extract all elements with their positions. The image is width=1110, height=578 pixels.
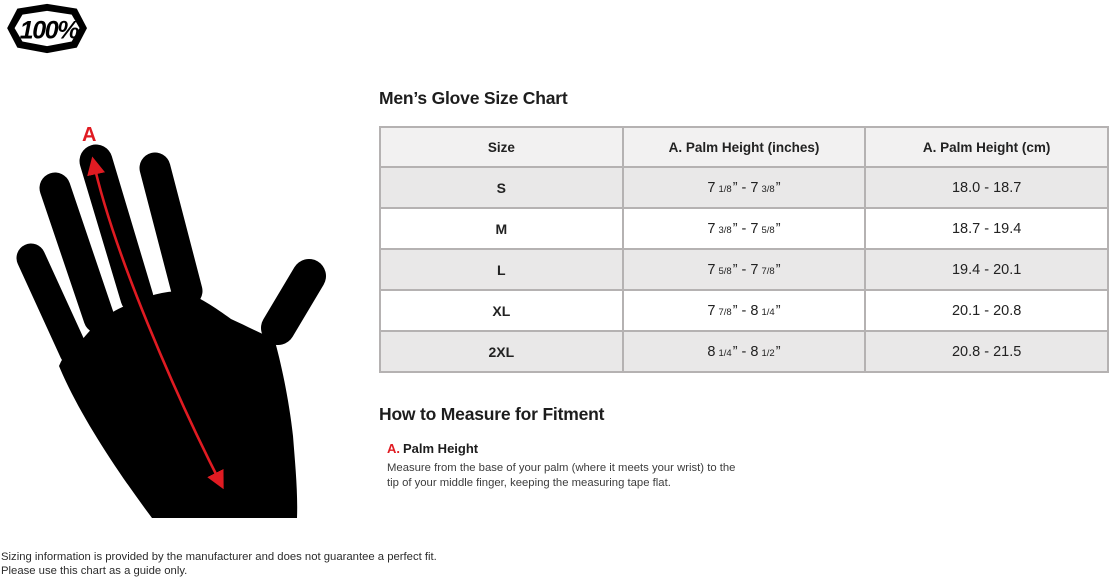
footer-disclaimer-line2: Please use this chart as a guide only. [1, 564, 188, 577]
table-row: 2XL 8 1/4” - 8 1/2” 20.8 - 21.5 [379, 330, 1109, 373]
palm-height-cm-cell: 20.8 - 21.5 [864, 330, 1109, 373]
brand-logo-text: 100% [20, 16, 80, 44]
measurement-arrow-a [87, 156, 224, 490]
column-header-palm-height-cm: A. Palm Height (cm) [864, 126, 1109, 168]
measure-item-description: Measure from the base of your palm (wher… [387, 462, 736, 489]
table-row: L 7 5/8” - 7 7/8” 19.4 - 20.1 [379, 248, 1109, 291]
table-row: S 7 1/8” - 7 3/8” 18.0 - 18.7 [379, 166, 1109, 209]
size-chart-body: S 7 1/8” - 7 3/8” 18.0 - 18.7 M 7 3/8” - 7 5/8” 1… [379, 166, 1109, 373]
palm-height-inches-cell: 7 3/8” - 7 5/8” [621, 207, 867, 250]
column-header-palm-height-inches: A. Palm Height (inches) [621, 126, 867, 168]
size-cell: XL [379, 289, 624, 332]
measurement-label-a: A [82, 124, 96, 146]
palm-height-inches-cell: 7 1/8” - 7 3/8” [621, 166, 867, 209]
measure-section-title: How to Measure for Fitment [379, 404, 605, 424]
palm-height-cm-cell: 18.0 - 18.7 [864, 166, 1109, 209]
palm-height-cm-cell: 18.7 - 19.4 [864, 207, 1109, 250]
size-cell: 2XL [379, 330, 624, 373]
measure-item-title-text: Palm Height [403, 441, 479, 456]
size-chart-table: Size A. Palm Height (inches) A. Palm Hei… [379, 126, 1109, 373]
column-header-size: Size [379, 126, 624, 168]
footer-disclaimer-line1: Sizing information is provided by the ma… [1, 551, 437, 563]
measure-item-palm-height: A. Palm Height Measure from the base of y… [387, 441, 757, 491]
table-row: M 7 3/8” - 7 5/8” 18.7 - 19.4 [379, 207, 1109, 250]
palm-height-cm-cell: 19.4 - 20.1 [864, 248, 1109, 291]
size-cell: L [379, 248, 624, 291]
footer-disclaimer: Sizing information is provided by the ma… [1, 551, 437, 578]
table-header-row: Size A. Palm Height (inches) A. Palm Hei… [379, 126, 1109, 168]
size-cell: M [379, 207, 624, 250]
brand-logo: 100% [6, 3, 90, 55]
palm-height-inches-cell: 8 1/4” - 8 1/2” [621, 330, 867, 373]
palm-height-inches-cell: 7 7/8” - 8 1/4” [621, 289, 867, 332]
pinky-finger-shape [16, 243, 89, 367]
measure-item-letter: A. [387, 441, 400, 456]
hand-measurement-diagram: A [0, 110, 345, 520]
hand-silhouette-icon: A [16, 124, 326, 518]
table-row: XL 7 7/8” - 8 1/4” 20.1 - 20.8 [379, 289, 1109, 332]
palm-height-inches-cell: 7 5/8” - 7 7/8” [621, 248, 867, 291]
brand-logo-badge-icon: 100% [7, 3, 87, 54]
size-cell: S [379, 166, 624, 209]
index-finger-shape [139, 152, 203, 307]
thumb-shape [261, 259, 326, 345]
palm-height-cm-cell: 20.1 - 20.8 [864, 289, 1109, 332]
measure-item-name: A. Palm Height [387, 441, 757, 456]
size-chart-title: Men’s Glove Size Chart [379, 88, 568, 108]
